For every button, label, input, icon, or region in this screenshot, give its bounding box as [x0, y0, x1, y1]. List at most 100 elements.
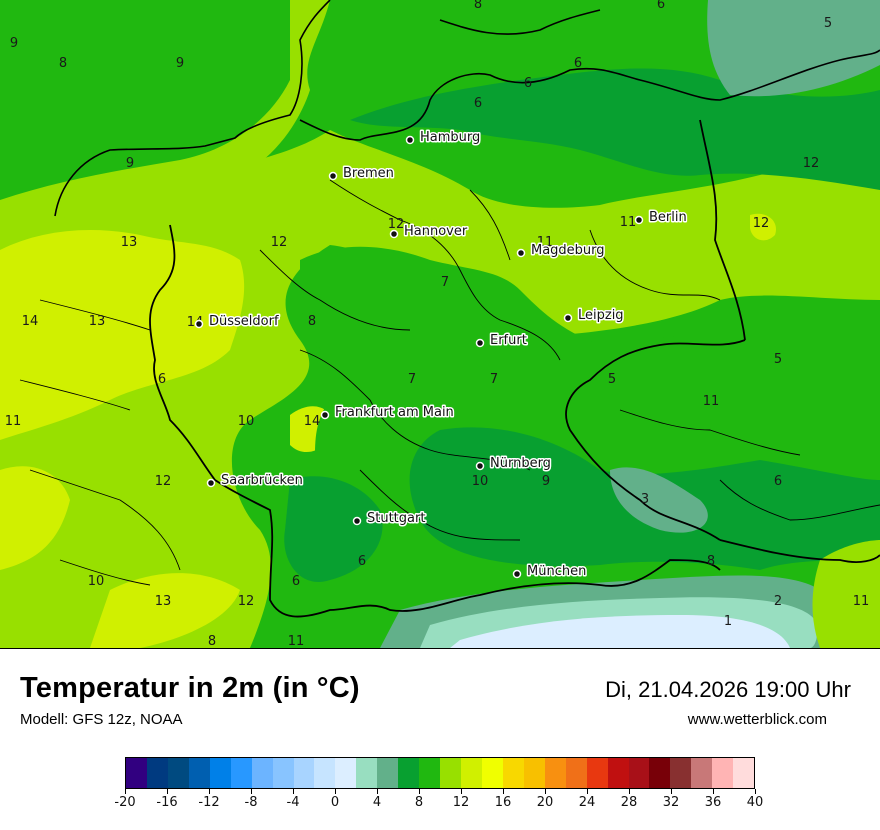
colorbar-segment: [670, 758, 692, 788]
city-label: Leipzig: [578, 308, 624, 323]
contour-label: 5: [608, 372, 616, 387]
colorbar-segment: [293, 758, 315, 788]
city-label: Nürnberg: [490, 456, 551, 471]
colorbar-segment: [461, 758, 482, 788]
colorbar-segment: [209, 758, 231, 788]
colorbar-segment: [335, 758, 357, 788]
contour-label: 1: [724, 614, 732, 629]
colorbar-tick-label: -12: [198, 795, 220, 810]
contour-label: 13: [121, 235, 138, 250]
contour-label: 12: [388, 217, 405, 232]
colorbar-segment: [146, 758, 168, 788]
contour-label: 14: [22, 314, 39, 329]
colorbar-tick-label: 0: [330, 795, 340, 810]
colorbar-tick-label: -20: [114, 795, 136, 810]
city-marker-bremen[interactable]: Bremen: [328, 165, 395, 183]
city-label: Hannover: [404, 224, 468, 239]
colorbar-segment: [502, 758, 524, 788]
colorbar-tick: [376, 789, 378, 794]
colorbar-tick: [712, 789, 714, 794]
contour-label: 8: [308, 314, 316, 329]
city-marker-leipzig[interactable]: Leipzig: [563, 307, 625, 325]
contour-label: 9: [176, 56, 184, 71]
city-marker-hamburg[interactable]: Hamburg: [405, 129, 482, 147]
city-dot-icon: [352, 516, 362, 526]
city-marker-stuttgart[interactable]: Stuttgart: [352, 510, 427, 528]
colorbar-tick: [250, 789, 252, 794]
temperature-map[interactable]: 9 8 9 8 6 5 6 6 6 9 12 13 12 12 11 11 12 7 14 13 14 8 5 6 7 7 5 11 1…: [0, 0, 880, 649]
colorbar-tick-label: 32: [662, 795, 680, 810]
city-marker-saarbr-cken[interactable]: Saarbrücken: [206, 472, 304, 490]
colorbar-segment: [230, 758, 252, 788]
colorbar-tick: [670, 789, 672, 794]
colorbar-segment: [377, 758, 399, 788]
city-marker-frankfurt-am-main[interactable]: Frankfurt am Main: [320, 404, 455, 422]
city-dot-icon: [405, 135, 415, 145]
colorbar-segment: [356, 758, 378, 788]
contour-label: 13: [155, 594, 172, 609]
contour-label: 8: [474, 0, 482, 12]
city-dot-icon: [475, 461, 485, 471]
city-marker-magdeburg[interactable]: Magdeburg: [516, 242, 606, 260]
city-marker-m-nchen[interactable]: München: [512, 563, 588, 581]
city-label: Magdeburg: [531, 243, 605, 258]
colorbar-tick-label: 8: [414, 795, 424, 810]
colorbar-tick: [754, 789, 756, 794]
colorbar-segment: [251, 758, 273, 788]
colorbar-segment: [167, 758, 189, 788]
forecast-datetime: Di, 21.04.2026 19:00 Uhr: [605, 677, 851, 702]
city-label: Erfurt: [490, 333, 527, 348]
model-info: Modell: GFS 12z, NOAA: [20, 711, 183, 728]
contour-label: 9: [126, 156, 134, 171]
temp-zone-brandenburg: [750, 213, 776, 241]
colorbar-segment: [565, 758, 587, 788]
contour-label: 10: [88, 574, 105, 589]
city-marker-berlin[interactable]: Berlin: [634, 209, 688, 227]
contour-label: 5: [774, 352, 782, 367]
city-dot-icon: [206, 478, 216, 488]
colorbar-segment: [691, 758, 713, 788]
city-marker-d-sseldorf[interactable]: Düsseldorf: [194, 313, 280, 331]
colorbar-tick-label: -4: [286, 795, 300, 810]
colorbar-tick: [586, 789, 588, 794]
contour-label: 12: [155, 474, 172, 489]
colorbar-tick-label: 12: [452, 795, 470, 810]
city-marker-erfurt[interactable]: Erfurt: [475, 332, 528, 350]
city-label: Berlin: [649, 210, 687, 225]
city-dot-icon: [475, 338, 485, 348]
chart-title: Temperatur in 2m (in °C): [20, 672, 360, 704]
colorbar-tick-label: 4: [372, 795, 382, 810]
temp-zone-12-14-sw: [0, 466, 70, 570]
contour-label: 12: [238, 594, 255, 609]
contour-label: 6: [774, 474, 782, 489]
colorbar-segment: [440, 758, 461, 788]
temp-zone-12-14-west: [0, 230, 245, 440]
colorbar-segment: [314, 758, 336, 788]
colorbar-tick-label: 24: [578, 795, 596, 810]
colorbar-tick-label: 28: [620, 795, 638, 810]
contour-label: 7: [441, 275, 449, 290]
contour-label: 10: [472, 474, 489, 489]
city-marker-hannover[interactable]: Hannover: [389, 223, 469, 241]
website-link[interactable]: www.wetterblick.com: [687, 711, 827, 728]
colorbar-segment: [272, 758, 294, 788]
contour-label: 12: [271, 235, 288, 250]
contour-label: 14: [304, 414, 321, 429]
temp-zone-6-8-bw: [284, 476, 383, 582]
city-markers: Hamburg Bremen Hannover Berlin Magdeburg Leip…: [194, 129, 688, 581]
colorbar-segment: [712, 758, 734, 788]
city-marker-n-rnberg[interactable]: Nürnberg: [475, 455, 552, 473]
colorbar-tick-label: 36: [704, 795, 722, 810]
contour-label: 9: [10, 36, 18, 51]
colorbar-tick: [166, 789, 168, 794]
colorbar-tick-label: 20: [536, 795, 554, 810]
colorbar-segment: [649, 758, 671, 788]
state-borders: [19, 179, 880, 586]
city-dot-icon: [328, 171, 338, 181]
colorbar-tick-label: -8: [244, 795, 258, 810]
city-label: Stuttgart: [367, 511, 425, 526]
colorbar-segment: [628, 758, 650, 788]
colorbar-segment: [126, 758, 147, 788]
temp-zone-12-14-south: [90, 573, 240, 648]
